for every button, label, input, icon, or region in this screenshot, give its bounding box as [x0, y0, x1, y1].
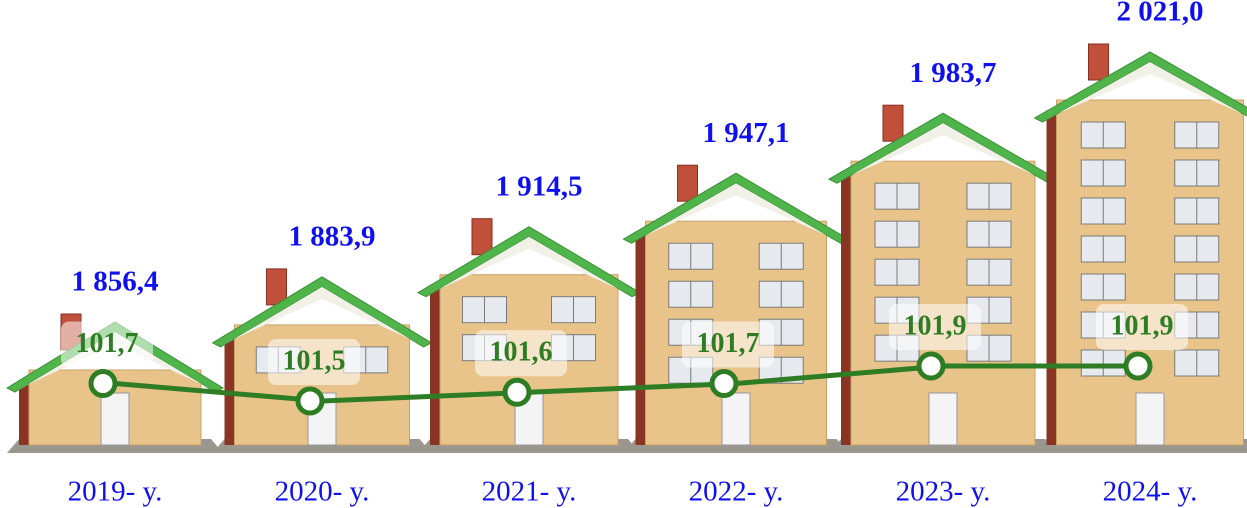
index-point [88, 369, 118, 398]
index-label-box [268, 339, 360, 385]
chimney [1088, 43, 1109, 81]
x-tick-label: 2020- y. [275, 476, 370, 508]
roof-face [220, 286, 424, 347]
house [622, 164, 850, 453]
value-label: 1 947,1 [703, 117, 790, 149]
x-tick-label: 2021- y. [482, 476, 577, 508]
index-point [916, 351, 946, 381]
value-label: 1 983,7 [910, 57, 997, 89]
index-label: 101,9 [1111, 310, 1174, 341]
index-label: 101,7 [697, 328, 760, 359]
value-label: 1 914,5 [496, 170, 583, 202]
roof-face [631, 183, 841, 244]
x-tick-label: 2024- y. [1103, 476, 1198, 508]
index-label: 101,6 [490, 337, 553, 368]
chimney [471, 218, 493, 256]
chimney [882, 104, 904, 142]
index-label-box [889, 304, 981, 350]
house [1033, 43, 1247, 453]
chimney [677, 164, 698, 202]
index-point [502, 377, 532, 407]
index-label-box [475, 330, 567, 377]
door [1135, 392, 1165, 446]
index-label: 101,5 [283, 345, 346, 376]
roof-face [426, 236, 632, 297]
house [827, 104, 1059, 453]
index-line [114, 363, 1150, 404]
index-label-box [682, 321, 774, 368]
x-tick-label: 2023- y. [896, 476, 991, 508]
value-label: 1 856,4 [72, 266, 159, 298]
index-point [709, 369, 739, 398]
roof-face [1042, 62, 1247, 122]
roof-face [837, 123, 1049, 184]
x-tick-label: 2022- y. [689, 476, 784, 508]
index-label: 101,9 [904, 310, 967, 341]
index-label-box [1096, 304, 1188, 350]
index-label-box [61, 321, 153, 368]
value-label: 1 883,9 [289, 221, 376, 253]
x-tick-label: 2019- y. [68, 476, 163, 508]
index-label: 101,7 [76, 328, 139, 359]
index-point [295, 386, 325, 416]
door [721, 392, 751, 446]
value-label: 2 021,0 [1117, 0, 1204, 28]
house-body [1056, 99, 1244, 446]
door [100, 392, 130, 446]
door [928, 392, 958, 446]
index-point [1123, 351, 1153, 381]
chimney [266, 268, 287, 306]
